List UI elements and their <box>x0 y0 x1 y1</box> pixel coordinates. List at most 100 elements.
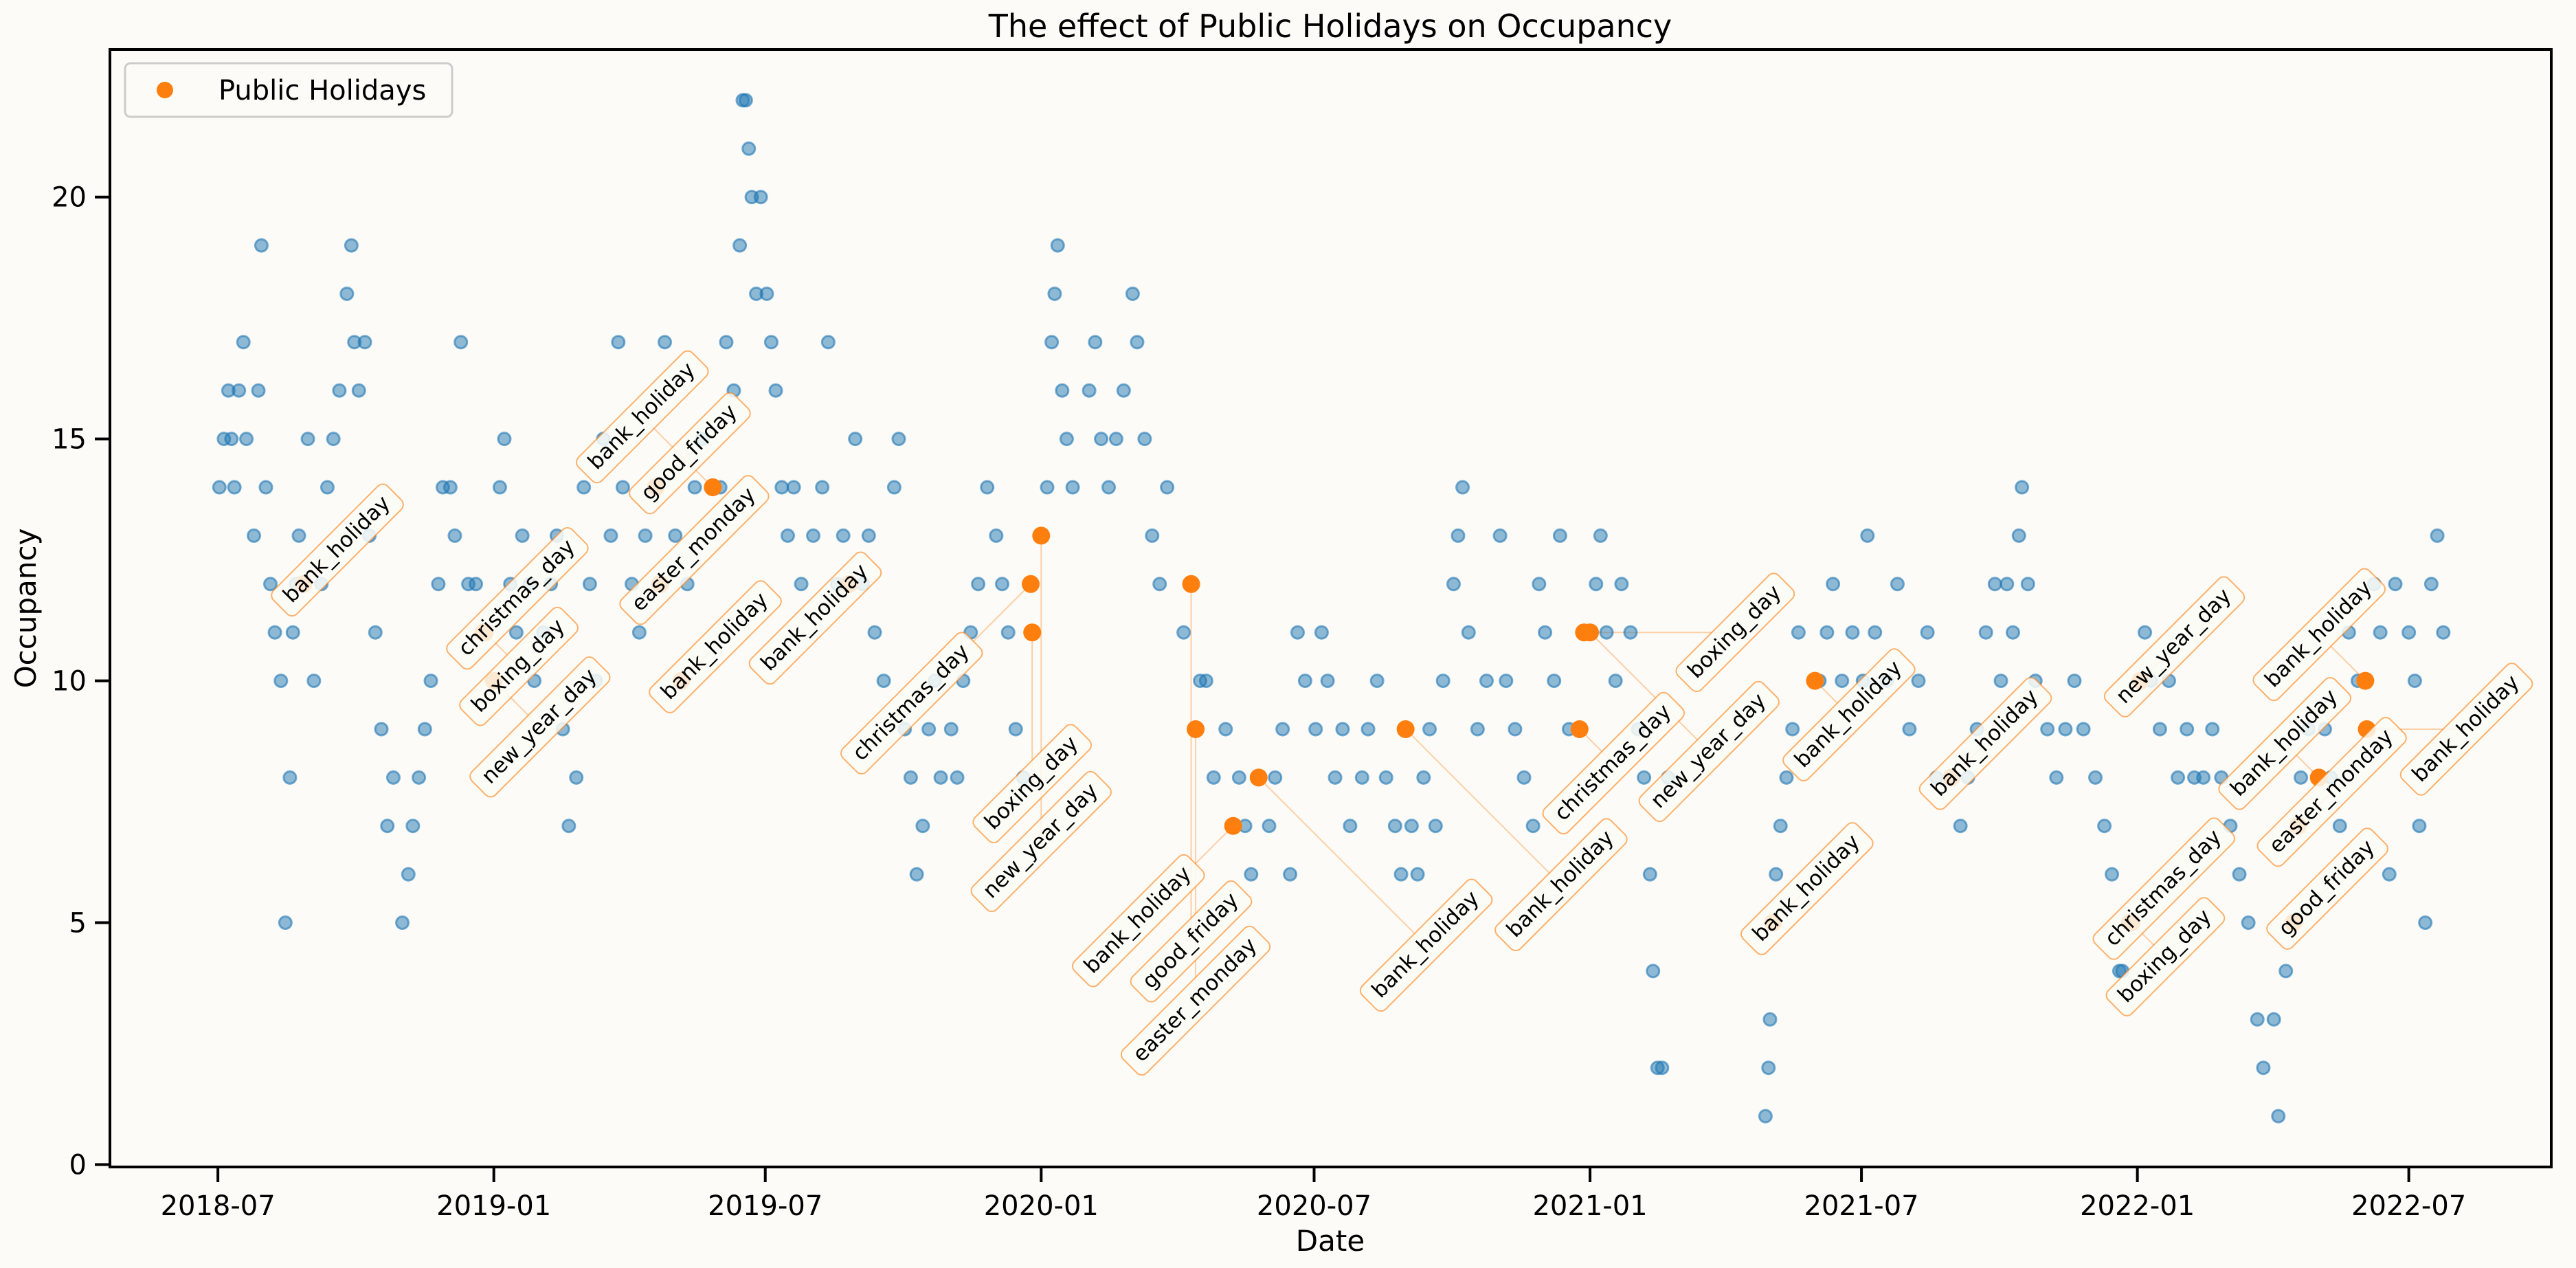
holiday-label-box <box>271 483 404 617</box>
x-tick-label: 2022-01 <box>2080 1190 2195 1222</box>
occupancy-point <box>774 480 789 495</box>
occupancy-point <box>1125 286 1140 301</box>
occupancy-point <box>1198 674 1213 689</box>
occupancy-point <box>320 480 335 495</box>
occupancy-point <box>2382 867 2397 882</box>
occupancy-point <box>2205 722 2220 737</box>
legend-marker-holidays <box>157 82 173 98</box>
holiday-label-box <box>1782 648 1916 781</box>
occupancy-point <box>1308 722 1323 737</box>
holiday-label-box <box>1071 854 1205 988</box>
occupancy-point <box>2058 722 2073 737</box>
occupancy-point <box>431 577 446 592</box>
occupancy-point <box>239 432 254 447</box>
legend-box <box>124 62 453 118</box>
occupancy-point <box>380 819 395 834</box>
occupancy-point <box>263 577 278 592</box>
occupancy-point <box>1623 625 1638 640</box>
occupancy-point <box>2105 867 2120 882</box>
occupancy-point <box>1785 722 1800 737</box>
occupancy-point <box>306 674 322 689</box>
holiday-label-box <box>2103 576 2245 718</box>
occupancy-point <box>1455 480 1470 495</box>
occupancy-point <box>1297 674 1312 689</box>
holiday-label-box <box>970 770 1112 913</box>
x-tick-label: 2020-01 <box>984 1190 1099 1222</box>
occupancy-point <box>515 528 530 543</box>
holiday-label-box <box>1359 878 1493 1012</box>
holiday-leader-line <box>1404 728 1562 885</box>
occupancy-point <box>950 770 965 785</box>
occupancy-point <box>1320 674 1335 689</box>
occupancy-point <box>227 480 242 495</box>
occupancy-point <box>780 528 795 543</box>
occupancy-point <box>668 528 683 543</box>
occupancy-point <box>1387 819 1402 834</box>
occupancy-point <box>1378 770 1393 785</box>
occupancy-point <box>1050 238 1065 253</box>
occupancy-point <box>385 770 401 785</box>
holiday-point <box>1396 720 1415 738</box>
occupancy-point <box>1461 625 1476 640</box>
occupancy-point <box>611 335 626 350</box>
occupancy-point <box>1860 528 1875 543</box>
y-tick-label: 20 <box>52 182 87 214</box>
occupancy-point <box>2171 770 2186 785</box>
occupancy-point <box>2266 1012 2281 1027</box>
occupancy-point <box>1416 770 1431 785</box>
occupancy-point <box>1055 383 1070 398</box>
occupancy-point <box>1283 867 1298 882</box>
occupancy-point <box>1538 625 1553 640</box>
occupancy-point <box>508 625 524 640</box>
occupancy-point <box>1637 770 1652 785</box>
holiday-label-box <box>1542 691 1685 835</box>
occupancy-point <box>1655 1060 1670 1076</box>
holiday-leader-line <box>1589 632 1710 753</box>
occupancy-point <box>861 528 876 543</box>
occupancy-point <box>1393 867 1409 882</box>
occupancy-point <box>2020 577 2035 592</box>
occupancy-point <box>1094 432 1109 447</box>
occupancy-point <box>2271 1109 2286 1124</box>
occupancy-point <box>1176 625 1191 640</box>
occupancy-point <box>759 286 774 301</box>
y-tick-label: 5 <box>69 908 87 939</box>
occupancy-point <box>2412 819 2427 834</box>
occupancy-point <box>1404 819 1419 834</box>
occupancy-point <box>1145 528 1160 543</box>
occupancy-point <box>2015 480 2030 495</box>
occupancy-point <box>1470 722 1485 737</box>
occupancy-point <box>933 770 948 785</box>
holiday-label-box <box>840 632 983 775</box>
occupancy-point <box>1826 577 1841 592</box>
occupancy-point <box>2000 577 2015 592</box>
occupancy-point <box>1758 1109 1773 1124</box>
holiday-label-box <box>2266 827 2388 950</box>
occupancy-point <box>2436 625 2451 640</box>
occupancy-point <box>876 674 891 689</box>
occupancy-point <box>848 432 863 447</box>
occupancy-point <box>1516 770 1532 785</box>
occupancy-point <box>2423 577 2439 592</box>
occupancy-point <box>1137 432 1152 447</box>
occupancy-point <box>921 722 937 737</box>
occupancy-point <box>2049 770 2064 785</box>
occupancy-point <box>1993 674 2008 689</box>
occupancy-point <box>2076 722 2091 737</box>
occupancy-point <box>273 674 289 689</box>
occupancy-point <box>1614 577 1629 592</box>
occupancy-point <box>1446 577 1461 592</box>
occupancy-point <box>582 577 597 592</box>
holiday-label-box <box>446 526 589 670</box>
occupancy-point <box>815 480 830 495</box>
occupancy-point <box>405 819 421 834</box>
occupancy-point <box>1160 480 1175 495</box>
occupancy-point <box>278 915 293 931</box>
occupancy-point <box>1608 674 1623 689</box>
occupancy-point <box>886 480 901 495</box>
holiday-point <box>1022 575 1040 593</box>
holiday-label-box <box>1638 680 1780 823</box>
occupancy-point <box>1779 770 1794 785</box>
occupancy-point <box>412 770 427 785</box>
occupancy-point <box>1065 480 1080 495</box>
